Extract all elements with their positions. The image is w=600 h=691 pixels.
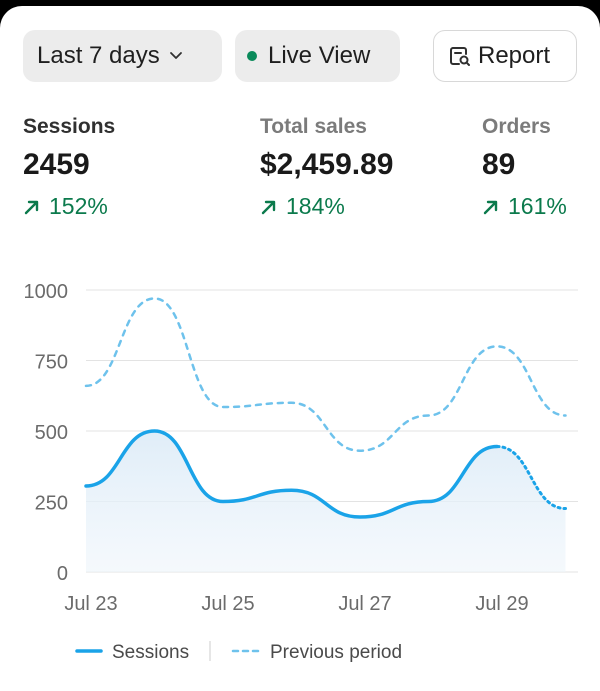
arrow-up-right-icon <box>24 200 39 214</box>
series-line-sessions-partial <box>495 445 567 511</box>
live-view-button[interactable]: Live View <box>235 30 400 82</box>
y-tick-label: 1000 <box>24 281 69 303</box>
metric-value: 89 <box>482 148 516 181</box>
x-tick-label: Jul 29 <box>475 593 528 615</box>
metric-change: 184% <box>260 195 393 218</box>
metric-orders[interactable]: Orders 89 161% <box>482 116 567 218</box>
metric-label: Sessions <box>23 115 116 138</box>
metric-value: $2,459.89 <box>260 148 394 181</box>
y-tick-label: 500 <box>35 422 68 444</box>
metric-total-sales[interactable]: Total sales $2,459.89 184% <box>260 116 393 218</box>
report-search-icon <box>448 44 472 68</box>
metric-sessions[interactable]: Sessions 2459 152% <box>23 116 115 218</box>
sessions-line-chart: 0 250 500 750 1000 Jul 23 Jul 25 Jul 27 Jul 29 Se… <box>24 281 578 663</box>
metric-label: Total sales <box>260 115 367 138</box>
chevron-down-icon <box>168 42 184 70</box>
metric-change: 152% <box>23 195 115 218</box>
x-tick-label: Jul 27 <box>338 593 391 615</box>
y-tick-label: 750 <box>35 352 68 374</box>
live-status-dot-icon <box>247 51 257 61</box>
series-line-previous-period <box>84 297 567 452</box>
toolbar: Last 7 days Live View Report <box>23 30 577 84</box>
date-range-label: Last 7 days <box>37 42 160 69</box>
date-range-dropdown[interactable]: Last 7 days <box>23 30 222 82</box>
metric-value: 2459 <box>23 148 90 181</box>
metric-change-value: 152% <box>49 193 108 219</box>
report-label: Report <box>478 42 551 69</box>
series-line-sessions <box>84 429 499 519</box>
metric-change-value: 161% <box>508 193 567 219</box>
y-tick-label: 0 <box>57 563 68 585</box>
x-tick-label: Jul 23 <box>64 593 117 615</box>
legend-label-sessions: Sessions <box>112 642 189 663</box>
dashboard-card: Last 7 days Live View Report Sessio <box>0 6 600 691</box>
metric-change-value: 184% <box>286 193 345 219</box>
arrow-up-right-icon <box>483 200 498 214</box>
metric-label: Orders <box>482 115 551 138</box>
metric-change: 161% <box>482 195 567 218</box>
live-view-label: Live View <box>268 42 371 69</box>
sessions-area-fill <box>86 431 566 572</box>
legend-label-previous-period: Previous period <box>270 642 402 663</box>
report-button[interactable]: Report <box>433 30 577 82</box>
y-tick-label: 250 <box>35 493 68 515</box>
arrow-up-right-icon <box>261 200 276 214</box>
x-tick-label: Jul 25 <box>201 593 254 615</box>
